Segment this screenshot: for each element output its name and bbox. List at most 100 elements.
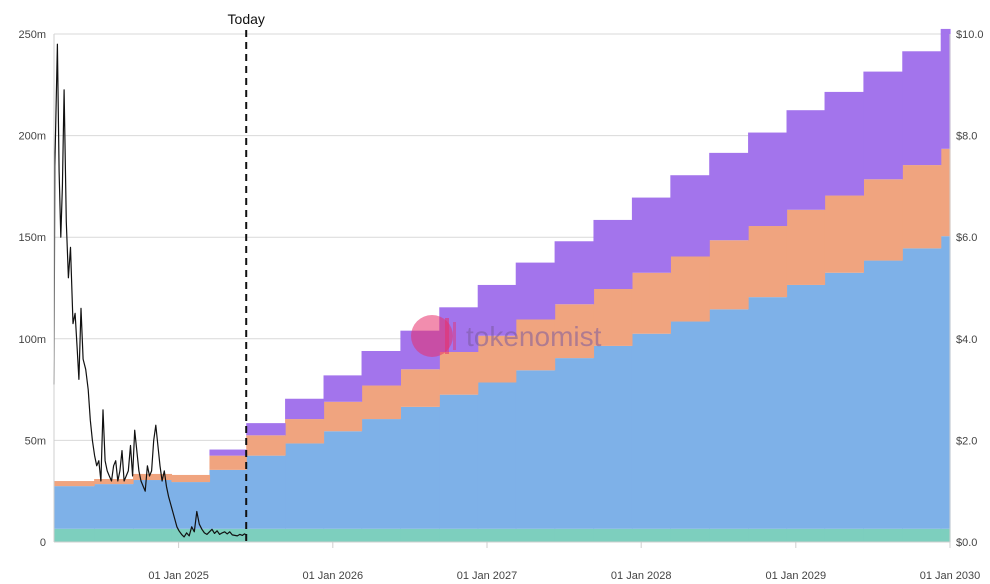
area-step-teal: [940, 528, 951, 542]
area-step-orange: [593, 289, 633, 346]
area-step-teal: [631, 528, 671, 542]
area-step-orange: [285, 419, 325, 444]
area-step-teal: [209, 528, 247, 542]
area-step-purple: [824, 91, 864, 196]
x-axis-tick-label: 01 Jan 2025: [148, 570, 209, 582]
area-step-blue: [209, 469, 247, 529]
area-step-blue: [709, 309, 749, 529]
watermark-text: tokenomist: [466, 321, 602, 352]
right-axis-tick-label: $8.0: [956, 131, 977, 143]
left-axis-tick-label: 50m: [25, 435, 46, 447]
area-step-orange: [515, 319, 556, 371]
x-axis-tick-label: 01 Jan 2028: [611, 570, 672, 582]
area-step-blue: [94, 484, 134, 529]
right-axis-tick-label: $10.0: [956, 29, 984, 41]
area-step-orange: [631, 272, 671, 334]
left-axis-tick-label: 200m: [18, 131, 46, 143]
area-step-blue: [323, 431, 363, 529]
area-step-orange: [209, 455, 247, 470]
area-step-purple: [940, 28, 951, 149]
area-step-orange: [246, 435, 286, 456]
area-step-purple: [631, 197, 671, 273]
price-line: [53, 43, 247, 538]
area-step-purple: [246, 423, 286, 436]
watermark-logo-bar: [453, 322, 456, 350]
area-step-teal: [902, 528, 942, 542]
area-step-teal: [171, 528, 211, 542]
today-marker: Today: [228, 11, 265, 542]
today-label: Today: [228, 11, 265, 27]
area-step-blue: [631, 333, 671, 529]
area-step-blue: [515, 370, 556, 529]
right-axis-tick-label: $4.0: [956, 334, 977, 346]
area-step-teal: [709, 528, 749, 542]
area-step-orange: [670, 256, 710, 322]
area-step-teal: [246, 528, 286, 542]
area-step-blue: [439, 394, 479, 529]
area-step-blue: [670, 321, 710, 529]
area-step-teal: [554, 528, 595, 542]
area-step-purple: [477, 284, 517, 336]
watermark-logo-bar: [445, 318, 449, 354]
area-step-blue: [863, 260, 903, 529]
area-step-orange: [902, 165, 942, 249]
area-step-blue: [748, 297, 788, 529]
watermark-logo-icon: [411, 315, 453, 357]
area-step-blue: [940, 236, 951, 529]
area-step-orange: [709, 240, 749, 310]
area-step-blue: [132, 480, 173, 529]
area-step-orange: [171, 474, 211, 483]
area-step-orange: [361, 385, 402, 420]
stacked-area-series: [54, 28, 951, 542]
area-step-teal: [824, 528, 864, 542]
area-step-orange: [863, 179, 903, 261]
x-axis-tick-label: 01 Jan 2030: [920, 570, 981, 582]
area-step-teal: [786, 528, 826, 542]
area-step-orange: [824, 195, 864, 273]
area-step-purple: [554, 241, 595, 305]
left-axis-tick-label: 150m: [18, 232, 46, 244]
area-step-teal: [439, 528, 479, 542]
area-step-purple: [786, 110, 826, 210]
area-step-teal: [748, 528, 788, 542]
area-step-orange: [940, 148, 951, 237]
x-axis-tick-label: 01 Jan 2027: [457, 570, 518, 582]
area-step-blue: [593, 345, 633, 529]
area-step-orange: [400, 369, 440, 407]
area-step-orange: [439, 352, 479, 395]
axes: 0 50m 100m 150m 200m 250m $0.0 $2.0 $4.0 $6.0 $8.0…: [18, 29, 983, 582]
left-axis-tick-label: 0: [40, 537, 46, 549]
left-axis-tick-label: 100m: [18, 334, 46, 346]
area-step-teal: [670, 528, 710, 542]
area-step-teal: [400, 528, 440, 542]
area-step-purple: [285, 398, 325, 420]
area-step-teal: [54, 528, 95, 542]
area-step-purple: [361, 350, 402, 386]
area-step-teal: [132, 528, 173, 542]
area-step-purple: [593, 219, 633, 290]
area-step-blue: [285, 443, 325, 529]
area-step-blue: [824, 272, 864, 529]
area-step-purple: [209, 449, 247, 456]
right-axis-tick-label: $6.0: [956, 232, 977, 244]
area-step-purple: [670, 175, 710, 257]
area-step-teal: [361, 528, 402, 542]
area-step-blue: [54, 486, 95, 529]
area-step-blue: [902, 248, 942, 529]
area-step-orange: [748, 226, 788, 298]
x-axis-tick-label: 01 Jan 2026: [303, 570, 364, 582]
area-step-blue: [171, 482, 211, 529]
right-axis-tick-label: $0.0: [956, 537, 977, 549]
area-step-blue: [400, 406, 440, 529]
area-step-teal: [515, 528, 556, 542]
area-step-orange: [94, 479, 134, 485]
area-step-orange: [554, 304, 595, 359]
left-axis-tick-label: 250m: [18, 29, 46, 41]
right-axis-tick-label: $2.0: [956, 435, 977, 447]
area-step-purple: [902, 51, 942, 166]
area-step-blue: [477, 382, 517, 529]
area-step-orange: [54, 481, 95, 487]
area-step-purple: [748, 132, 788, 227]
area-step-purple: [323, 375, 363, 402]
area-step-teal: [477, 528, 517, 542]
